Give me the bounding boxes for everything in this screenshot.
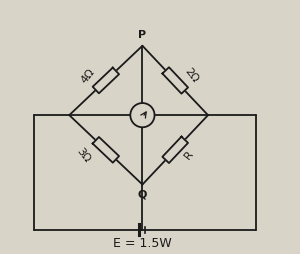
Text: 4Ω: 4Ω (80, 66, 97, 85)
Text: P: P (138, 30, 146, 40)
Text: 2Ω: 2Ω (183, 66, 200, 85)
Polygon shape (162, 137, 188, 163)
Text: R: R (183, 149, 195, 161)
Text: 3Ω: 3Ω (74, 146, 92, 164)
Text: Q: Q (138, 189, 147, 199)
Text: E = 1.5W: E = 1.5W (113, 236, 172, 249)
Polygon shape (93, 137, 119, 163)
Polygon shape (162, 68, 188, 94)
Polygon shape (93, 68, 119, 94)
Circle shape (130, 104, 154, 128)
